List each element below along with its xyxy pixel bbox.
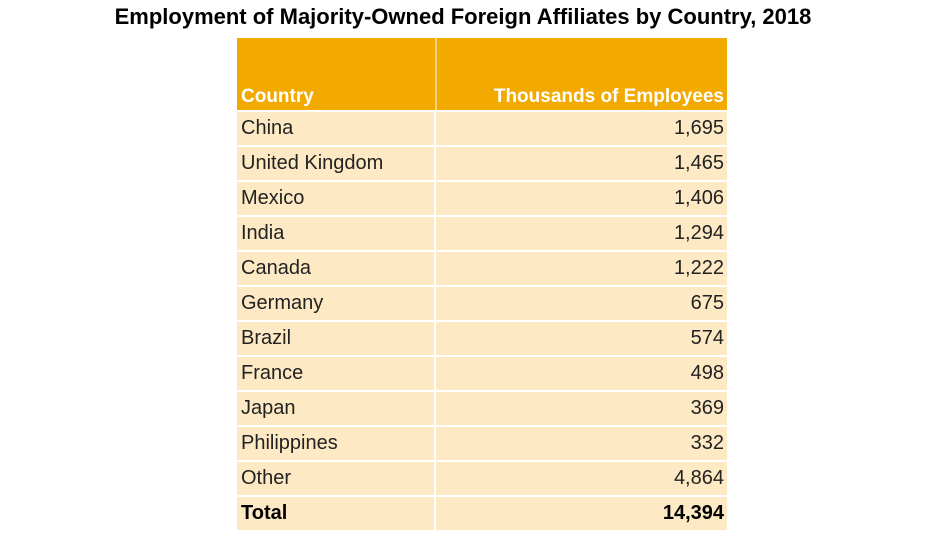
value-cell: 1,695 bbox=[436, 112, 727, 145]
value-cell: 14,394 bbox=[436, 497, 727, 530]
column-divider bbox=[435, 38, 437, 110]
table-row: Japan 369 bbox=[237, 392, 727, 425]
table-row: France 498 bbox=[237, 357, 727, 390]
table-row: India 1,294 bbox=[237, 217, 727, 250]
total-row: Total 14,394 bbox=[237, 497, 727, 530]
table-row: Mexico 1,406 bbox=[237, 182, 727, 215]
country-cell: Canada bbox=[237, 252, 434, 285]
value-cell: 675 bbox=[436, 287, 727, 320]
country-cell: Mexico bbox=[237, 182, 434, 215]
country-cell: France bbox=[237, 357, 434, 390]
value-cell: 1,222 bbox=[436, 252, 727, 285]
country-cell: China bbox=[237, 112, 434, 145]
value-cell: 4,864 bbox=[436, 462, 727, 495]
value-cell: 1,465 bbox=[436, 147, 727, 180]
value-cell: 1,406 bbox=[436, 182, 727, 215]
value-cell: 332 bbox=[436, 427, 727, 460]
table: Country Thousands of Employees China 1,69… bbox=[237, 38, 727, 530]
table-row: Other 4,864 bbox=[237, 462, 727, 495]
title: Employment of Majority-Owned Foreign Aff… bbox=[114, 4, 812, 29]
table-row: Brazil 574 bbox=[237, 322, 727, 355]
header-cell: Country bbox=[241, 86, 314, 107]
header-cell: Thousands of Employees bbox=[493, 86, 724, 107]
table-row: United Kingdom 1,465 bbox=[237, 147, 727, 180]
table-row: Germany 675 bbox=[237, 287, 727, 320]
country-cell: Brazil bbox=[237, 322, 434, 355]
country-cell: India bbox=[237, 217, 434, 250]
table-row: China 1,695 bbox=[237, 112, 727, 145]
country-cell: Total bbox=[237, 497, 434, 530]
value-cell: 1,294 bbox=[436, 217, 727, 250]
table-row: Philippines 332 bbox=[237, 427, 727, 460]
value-cell: 574 bbox=[436, 322, 727, 355]
value-cell: 498 bbox=[436, 357, 727, 390]
country-cell: Japan bbox=[237, 392, 434, 425]
table-row: Canada 1,222 bbox=[237, 252, 727, 285]
value-cell: 369 bbox=[436, 392, 727, 425]
table-header: Country Thousands of Employees bbox=[237, 38, 727, 110]
country-cell: Other bbox=[237, 462, 434, 495]
country-cell: United Kingdom bbox=[237, 147, 434, 180]
country-cell: Philippines bbox=[237, 427, 434, 460]
country-cell: Germany bbox=[237, 287, 434, 320]
